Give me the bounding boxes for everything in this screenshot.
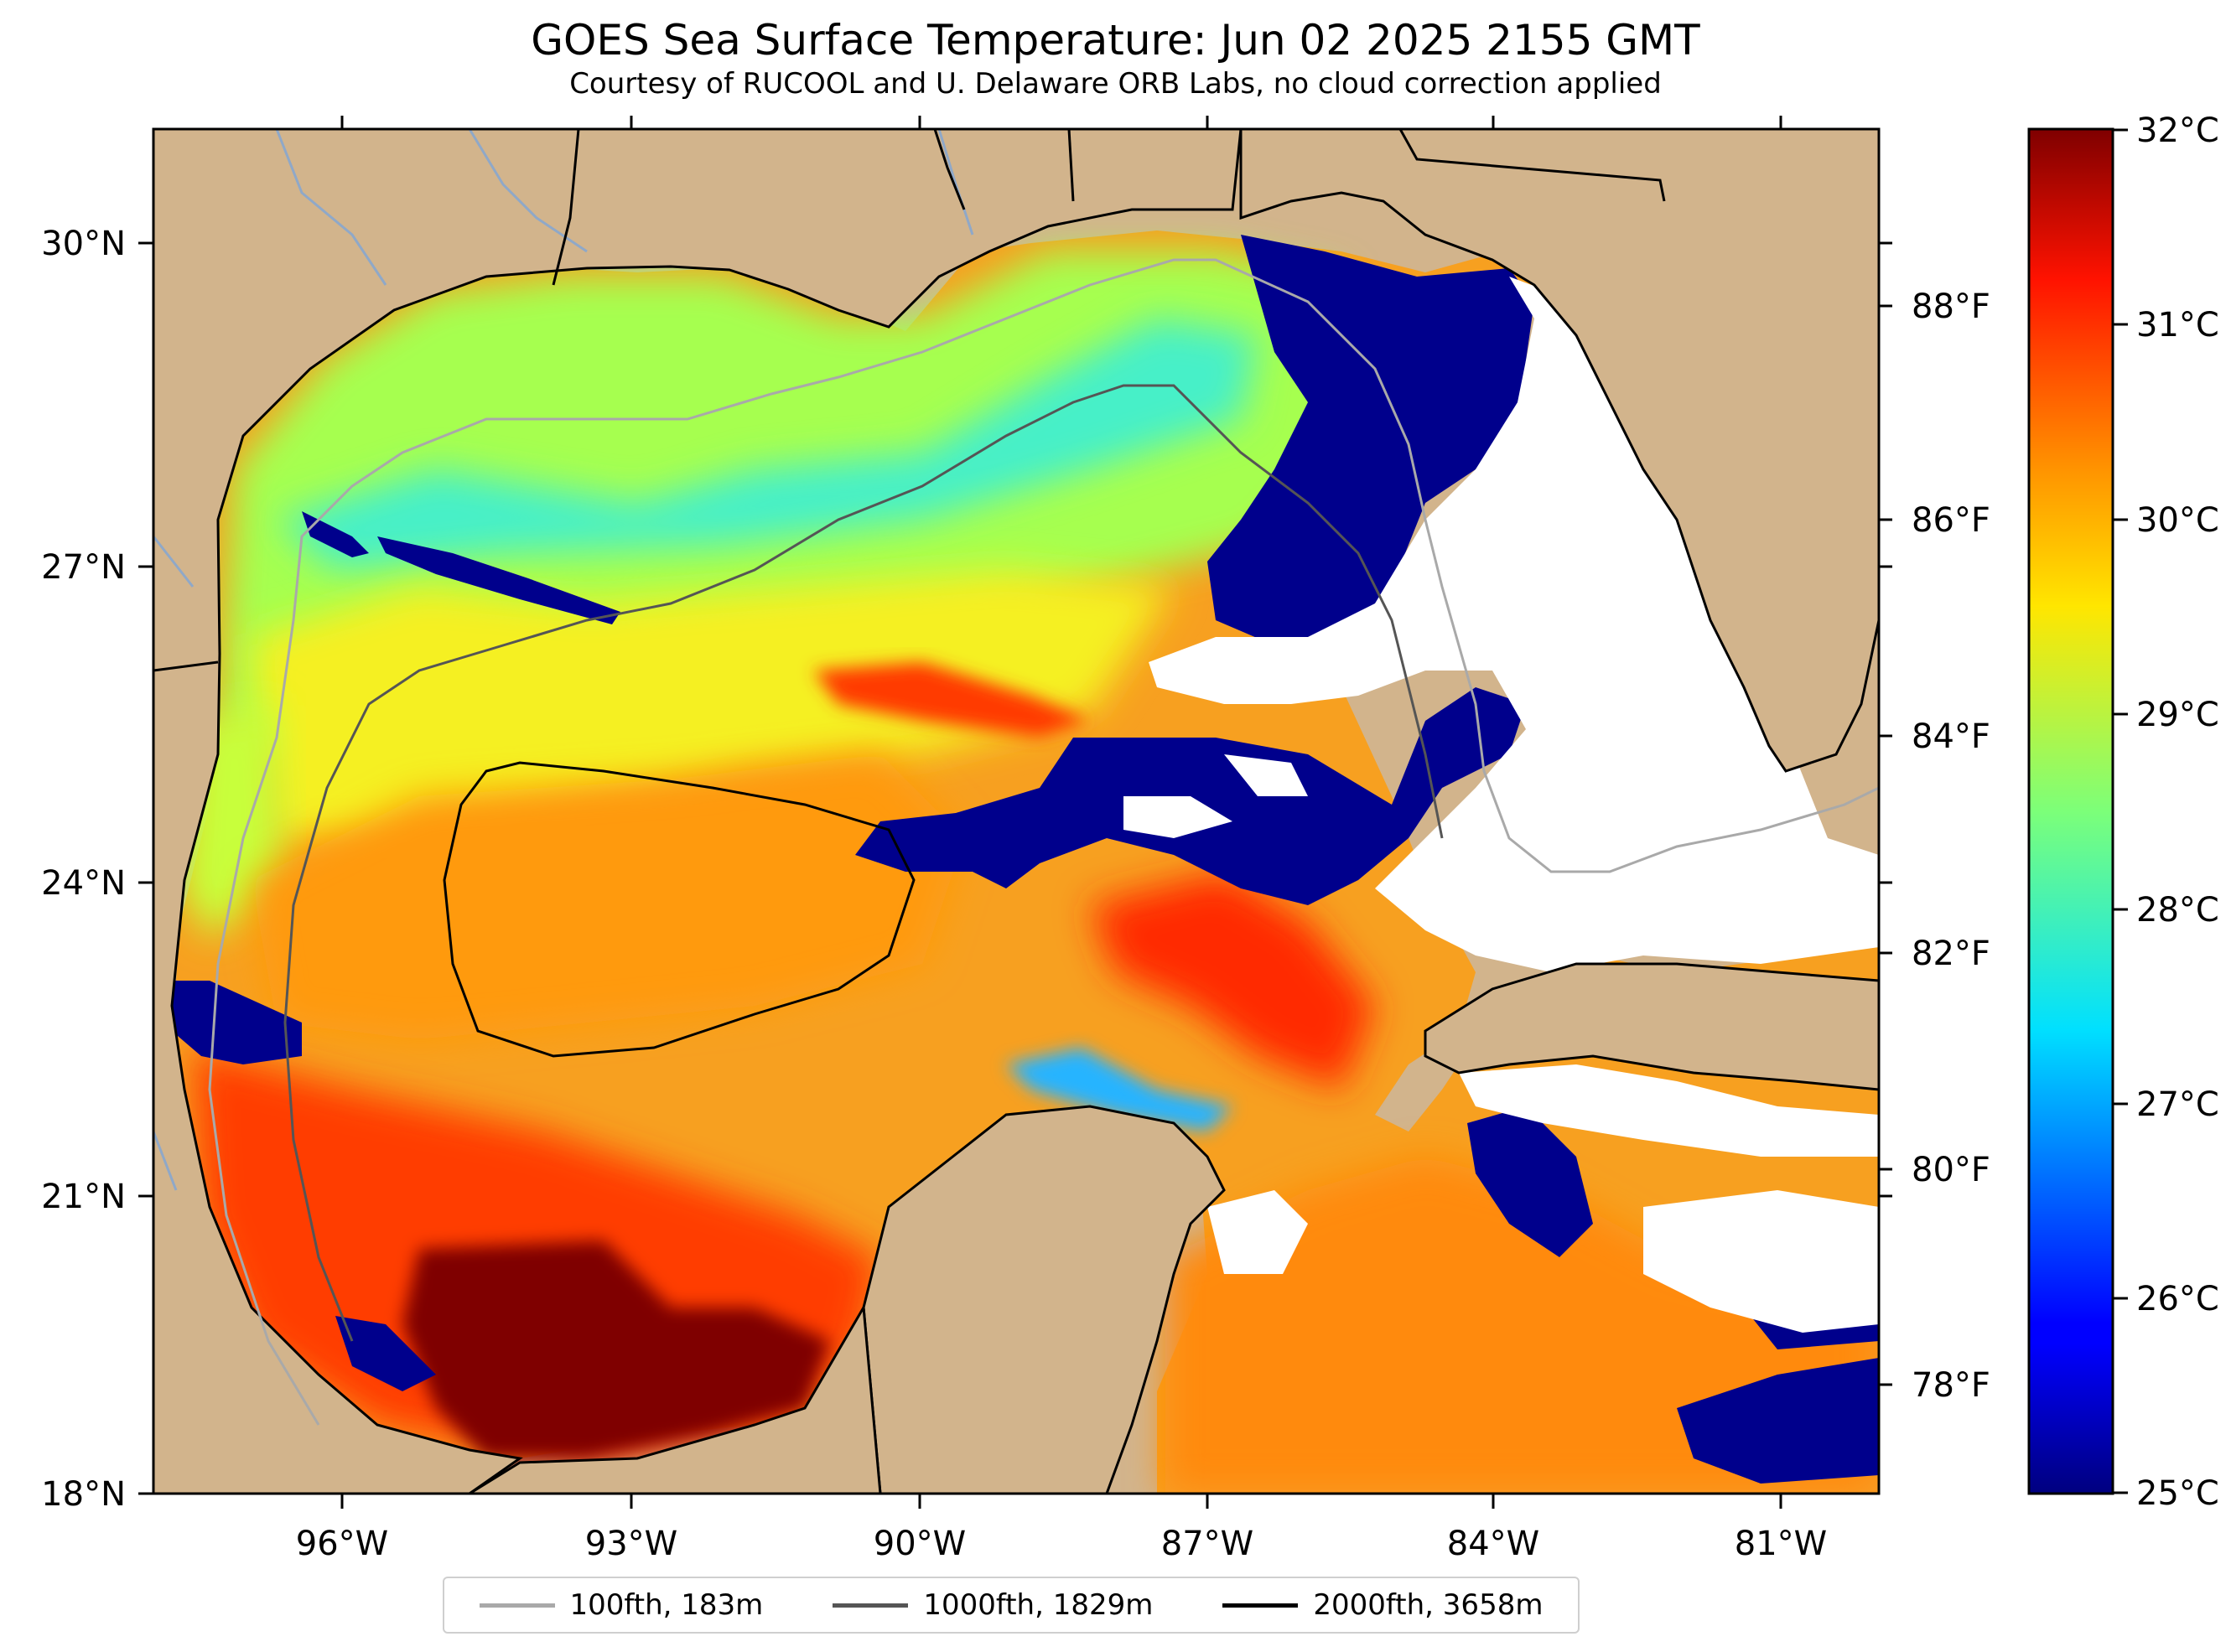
cbar-label-29: 29°C bbox=[2136, 696, 2219, 734]
colorbar-ticks bbox=[2113, 128, 2128, 1494]
cbar-label-27: 27°C bbox=[2136, 1085, 2219, 1124]
no-data-west-florida-shelf bbox=[1149, 277, 1879, 972]
f-label-88: 88°F bbox=[1912, 287, 1990, 326]
lat-labels: 30°N 27°N 24°N 21°N 18°N bbox=[41, 225, 126, 1514]
lon-ticks bbox=[340, 116, 1782, 1509]
no-data-patch-1 bbox=[1123, 796, 1232, 838]
legend-swatch-1000fth bbox=[833, 1603, 909, 1608]
lat-label-24: 24°N bbox=[41, 864, 126, 903]
river-5 bbox=[153, 1131, 178, 1191]
f-label-82: 82°F bbox=[1912, 935, 1990, 973]
legend-label-2000fth: 2000fth, 3658m bbox=[1313, 1588, 1544, 1622]
rivers bbox=[153, 129, 974, 1191]
boundary-tx-la bbox=[552, 129, 580, 286]
lon-label-87: 87°W bbox=[1161, 1525, 1253, 1563]
river-3 bbox=[937, 129, 974, 236]
cuba-land bbox=[1424, 962, 1879, 1091]
legend-swatch-100fth bbox=[479, 1603, 555, 1608]
campeche-south-land bbox=[467, 1303, 882, 1494]
lon-label-81: 81°W bbox=[1735, 1525, 1827, 1563]
cbar-label-31: 31°C bbox=[2136, 306, 2219, 344]
legend-label-100fth: 100fth, 183m bbox=[569, 1588, 764, 1622]
legend-item-1000fth: 1000fth, 1829m bbox=[833, 1588, 1153, 1622]
cyan-patches bbox=[277, 318, 1258, 570]
f-label-78: 78°F bbox=[1912, 1366, 1990, 1405]
legend-item-2000fth: 2000fth, 3658m bbox=[1222, 1588, 1543, 1622]
no-data-patch-2 bbox=[1224, 754, 1308, 796]
colorbar bbox=[2027, 127, 2114, 1495]
florida-land bbox=[1239, 129, 1879, 773]
river-4 bbox=[153, 536, 195, 588]
red-loop-current bbox=[1090, 872, 1375, 1090]
yucatan-land bbox=[862, 1105, 1226, 1494]
f-label-84: 84°F bbox=[1912, 717, 1990, 756]
lat-label-27: 27°N bbox=[41, 548, 126, 587]
fahrenheit-labels: 88°F 86°F 84°F 82°F 80°F 78°F bbox=[1912, 287, 1990, 1405]
legend-label-1000fth: 1000fth, 1829m bbox=[923, 1588, 1154, 1622]
map-title: GOES Sea Surface Temperature: Jun 02 202… bbox=[531, 16, 1700, 65]
lon-label-93: 93°W bbox=[585, 1525, 677, 1563]
cbar-label-32: 32°C bbox=[2136, 111, 2219, 150]
lon-labels: 96°W 93°W 90°W 87°W 84°W 81°W bbox=[296, 1525, 1827, 1563]
cold-caribbean-1 bbox=[1467, 1106, 1593, 1257]
state-boundaries bbox=[153, 129, 1666, 672]
contour-2000fth bbox=[443, 761, 916, 1058]
lon-label-96: 96°W bbox=[296, 1525, 388, 1563]
yucatan-cool-streak bbox=[1006, 1048, 1232, 1132]
boundary-la-ms bbox=[933, 129, 966, 210]
river-2 bbox=[468, 129, 588, 253]
central-orange bbox=[252, 754, 964, 1039]
colorbar-labels: 32°C 31°C 30°C 29°C 28°C 27°C 26°C 25°C bbox=[2136, 111, 2219, 1513]
cold-patch-campeche bbox=[335, 1316, 436, 1391]
dark-red-bay-of-campeche bbox=[402, 1240, 830, 1458]
mexico-land bbox=[153, 129, 1243, 1494]
fahrenheit-ticks bbox=[1879, 304, 1892, 1386]
gulf-sst-field bbox=[172, 129, 1879, 1494]
map-frame bbox=[152, 127, 1881, 1495]
boundary-ms-al bbox=[1067, 129, 1075, 202]
cold-streak-north-2 bbox=[377, 536, 620, 624]
cold-streak-north-1 bbox=[302, 511, 369, 557]
cbar-label-26: 26°C bbox=[2136, 1280, 2219, 1318]
boundary-al-fl bbox=[1398, 129, 1666, 202]
boundary-mexico-1 bbox=[153, 660, 219, 672]
cold-caribbean-2 bbox=[1677, 1358, 1879, 1484]
cbar-label-30: 30°C bbox=[2136, 501, 2219, 540]
f-label-86: 86°F bbox=[1912, 501, 1990, 540]
river-1 bbox=[275, 129, 387, 286]
yellow-mid-band bbox=[252, 570, 1174, 838]
title-block: GOES Sea Surface Temperature: Jun 02 202… bbox=[0, 15, 2231, 102]
cbar-label-28: 28°C bbox=[2136, 891, 2219, 930]
cbar-label-25: 25°C bbox=[2136, 1474, 2219, 1513]
contour-legend: 100fth, 183m 1000fth, 1829m 2000fth, 365… bbox=[443, 1577, 1580, 1634]
no-data-caribbean bbox=[1643, 1190, 1879, 1333]
map-subtitle: Courtesy of RUCOOL and U. Delaware ORB L… bbox=[569, 67, 1662, 101]
lat-label-18: 18°N bbox=[41, 1475, 126, 1514]
contour-100fth bbox=[208, 258, 1879, 1426]
lon-label-90: 90°W bbox=[874, 1525, 966, 1563]
red-streak-center bbox=[813, 662, 1090, 738]
f-label-80: 80°F bbox=[1912, 1151, 1990, 1189]
no-data-yucatan bbox=[1207, 1190, 1308, 1274]
lat-label-30: 30°N bbox=[41, 225, 126, 263]
lat-ticks bbox=[138, 241, 1892, 1495]
lat-label-21: 21°N bbox=[41, 1178, 126, 1216]
legend-item-100fth: 100fth, 183m bbox=[479, 1588, 764, 1622]
no-data-cuba bbox=[1459, 1064, 1879, 1157]
lon-label-84: 84°W bbox=[1447, 1525, 1539, 1563]
contour-1000fth bbox=[283, 384, 1444, 1342]
cold-patch-east-gulf bbox=[1207, 235, 1534, 645]
cold-patch-west-coast bbox=[172, 981, 302, 1064]
legend-swatch-2000fth bbox=[1222, 1603, 1299, 1608]
bathymetry-contours bbox=[208, 258, 1879, 1426]
